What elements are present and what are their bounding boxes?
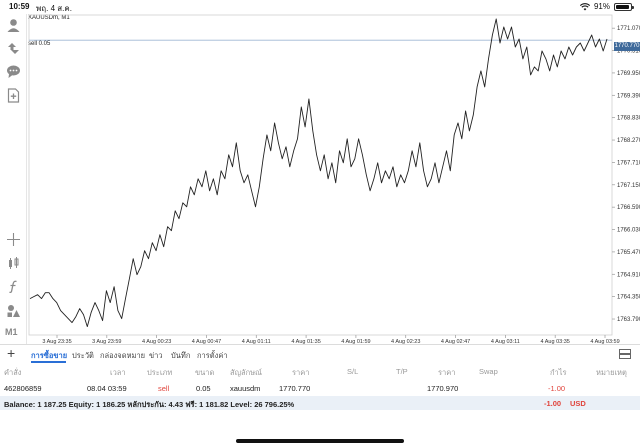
current-price-tag: 1770.770 (614, 42, 640, 51)
balance-summary: Balance: 1 187.25 Equity: 1 186.25 หลักป… (4, 400, 295, 409)
timeframe-label[interactable]: M1 (5, 327, 18, 337)
plot-frame (28, 14, 613, 336)
y-tick-label: 1769.950 (617, 71, 640, 77)
header-volume: ขนาด (195, 368, 215, 377)
battery-percent: 91% (593, 2, 610, 11)
y-tick-label: 1764.910 (617, 272, 640, 278)
price-series-line (29, 18, 608, 328)
crosshair-icon[interactable] (4, 230, 23, 249)
header-symbol: สัญลักษณ์ (230, 368, 263, 377)
order-symbol: xauusdm (230, 384, 261, 393)
header-swap: Swap (479, 367, 498, 376)
header-sl: S/L (347, 367, 359, 376)
order-time: 08.04 03:59 (87, 384, 127, 393)
order-volume: 0.05 (196, 384, 211, 393)
x-tick-label: 4 Aug 00:23 (142, 339, 171, 344)
total-profit: -1.00 (544, 399, 562, 408)
collapse-panel-icon[interactable] (619, 349, 631, 359)
x-tick-label: 3 Aug 23:35 (42, 339, 71, 344)
x-tick-label: 4 Aug 00:47 (192, 339, 221, 344)
x-tick-label: 4 Aug 01:11 (242, 339, 271, 344)
header-order: คำสั่ง (4, 368, 22, 377)
y-tick-label: 1770.510 (617, 49, 640, 55)
header-open-price: ราคา (292, 368, 310, 377)
add-order-button[interactable]: + (7, 345, 16, 361)
order-open-price: 1770.770 (279, 384, 311, 393)
header-time: เวลา (110, 368, 126, 377)
y-tick-label: 1763.790 (617, 317, 640, 323)
active-tab-indicator (31, 361, 66, 363)
order-current-price: 1770.970 (427, 384, 459, 393)
y-tick-label: 1767.150 (617, 183, 640, 189)
y-tick-label: 1768.270 (617, 138, 640, 144)
header-profit: กำไร (550, 368, 567, 377)
chart-symbol-label: XAUUSDm, M1 (28, 15, 70, 21)
tab-news[interactable]: ข่าว (149, 351, 163, 360)
y-tick-label: 1768.830 (617, 116, 640, 122)
tab-history[interactable]: ประวัติ (72, 351, 94, 360)
status-time: 10:59 (9, 2, 30, 11)
order-profit: -1.00 (548, 384, 566, 393)
y-tick-label: 1767.710 (617, 160, 640, 166)
home-indicator (236, 439, 404, 443)
account-summary-bar: Balance: 1 187.25 Equity: 1 186.25 หลักป… (0, 396, 640, 410)
trade-table-header: คำสั่ง เวลา ประเภท ขนาด สัญลักษณ์ ราคา S… (0, 363, 640, 380)
function-icon[interactable] (4, 277, 23, 296)
price-chart[interactable]: 1771.070 1770.510 1769.950 1769.390 1768.830… (27, 14, 640, 344)
battery-fill (616, 4, 629, 9)
battery-icon (614, 2, 634, 11)
order-type: sell (158, 384, 170, 393)
order-id: 462806859 (4, 384, 42, 393)
left-toolbar: M1 (0, 14, 27, 344)
x-tick-label: 3 Aug 23:59 (92, 339, 121, 344)
y-tick-label: 1766.590 (617, 205, 640, 211)
profit-currency: USD (570, 399, 586, 408)
tab-mailbox[interactable]: กล่องจดหมาย (100, 351, 146, 360)
x-tick-label: 4 Aug 02:23 (391, 339, 420, 344)
status-date: พฤ. 4 ส.ค. (36, 4, 72, 13)
x-tick-label: 4 Aug 02:47 (441, 339, 470, 344)
trade-icon[interactable] (4, 39, 23, 58)
status-bar: 10:59 พฤ. 4 ส.ค. 91% (0, 0, 640, 14)
status-right: 91% (579, 2, 634, 11)
header-price: ราคา (438, 368, 456, 377)
wifi-icon (579, 2, 590, 10)
chat-icon[interactable] (4, 62, 23, 81)
chart-area[interactable]: XAUUSDm, M1 sell 0.05 1771.070 1770.510 17… (27, 14, 640, 344)
x-tick-label: 4 Aug 03:59 (590, 339, 619, 344)
table-row[interactable]: 462806859 08.04 03:59 sell 0.05 xauusdm … (0, 380, 640, 396)
x-tick-label: 4 Aug 03:35 (540, 339, 569, 344)
objects-icon[interactable] (4, 301, 23, 320)
indicators-icon[interactable] (4, 254, 23, 273)
tab-settings[interactable]: การตั้งค่า (197, 351, 228, 360)
header-type: ประเภท (147, 368, 173, 377)
x-tick-label: 4 Aug 01:35 (291, 339, 320, 344)
y-tick-label: 1764.350 (617, 295, 640, 301)
account-icon[interactable] (4, 16, 23, 35)
y-tick-label: 1771.070 (617, 26, 640, 32)
sell-line-label: sell 0.05 (28, 41, 51, 47)
header-comment: หมายเหตุ (596, 368, 627, 377)
y-tick-label: 1766.030 (617, 228, 640, 234)
y-tick-label: 1769.390 (617, 93, 640, 99)
new-document-icon[interactable] (4, 86, 23, 105)
x-tick-label: 4 Aug 03:11 (491, 339, 520, 344)
x-tick-label: 4 Aug 01:59 (341, 339, 370, 344)
bottom-tab-bar: + การซื้อขาย ประวัติ กล่องจดหมาย ข่าว บั… (0, 344, 640, 363)
tab-trade[interactable]: การซื้อขาย (31, 351, 68, 360)
y-tick-label: 1765.470 (617, 250, 640, 256)
header-tp: T/P (396, 367, 408, 376)
tab-journal[interactable]: บันทึก (171, 351, 191, 360)
